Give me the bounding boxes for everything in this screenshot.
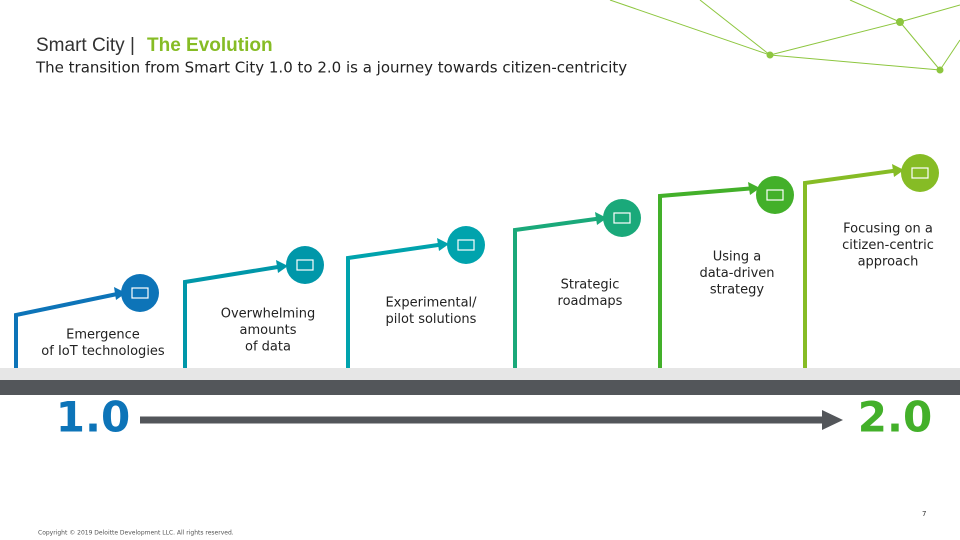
- step-arrowhead: [437, 238, 449, 251]
- base-bar: [0, 380, 960, 395]
- step-icon-glyph: [296, 259, 314, 271]
- step-line: [658, 186, 757, 368]
- step-label: strategy: [710, 283, 765, 298]
- title-prefix: Smart City |: [36, 35, 135, 56]
- step-arrowhead: [748, 182, 760, 195]
- step-icon-glyph: [457, 239, 475, 251]
- step-label: citizen-centric: [842, 238, 934, 253]
- step-arrowhead: [892, 164, 904, 177]
- step-arrowhead: [114, 287, 126, 300]
- step-line: [803, 168, 901, 368]
- step-icon: [901, 154, 939, 192]
- page-number: 7: [922, 510, 926, 518]
- step-icon: [447, 226, 485, 264]
- step-icon: [286, 246, 324, 284]
- step-line: [14, 291, 123, 368]
- step-line: [513, 216, 604, 368]
- step-icon: [756, 176, 794, 214]
- step-label: amounts: [240, 323, 297, 338]
- step-label: Using a: [713, 250, 762, 265]
- step-label: Strategic: [561, 278, 620, 293]
- step-label: Focusing on a: [843, 222, 933, 237]
- step-label: roadmaps: [558, 294, 623, 309]
- step-arrowhead: [276, 260, 288, 273]
- scale-end: 2.0: [858, 393, 932, 442]
- step-line: [183, 264, 285, 368]
- step-label: data-driven: [699, 266, 774, 281]
- scale-start: 1.0: [56, 393, 130, 442]
- step-icon-glyph: [766, 189, 784, 201]
- network-decoration: [609, 0, 960, 74]
- step-arrowhead: [595, 212, 607, 225]
- step-icon-glyph: [911, 167, 929, 179]
- step-icon: [603, 199, 641, 237]
- step-label: Experimental/: [385, 296, 477, 311]
- step-label: Overwhelming: [221, 307, 316, 322]
- step-icon-glyph: [613, 212, 631, 224]
- subtitle: The transition from Smart City 1.0 to 2.…: [35, 59, 627, 77]
- copyright: Copyright © 2019 Deloitte Development LL…: [38, 530, 234, 537]
- step-label: of IoT technologies: [41, 344, 165, 359]
- step-icon-glyph: [131, 287, 149, 299]
- step-label: pilot solutions: [386, 312, 477, 327]
- progress-arrowhead: [822, 410, 843, 430]
- step-icon: [121, 274, 159, 312]
- base-band: [0, 368, 960, 380]
- step-label: of data: [245, 340, 291, 355]
- step-line: [346, 242, 446, 368]
- step-label: Emergence: [66, 328, 140, 343]
- title-highlight: The Evolution: [147, 35, 273, 56]
- step-label: approach: [858, 255, 919, 270]
